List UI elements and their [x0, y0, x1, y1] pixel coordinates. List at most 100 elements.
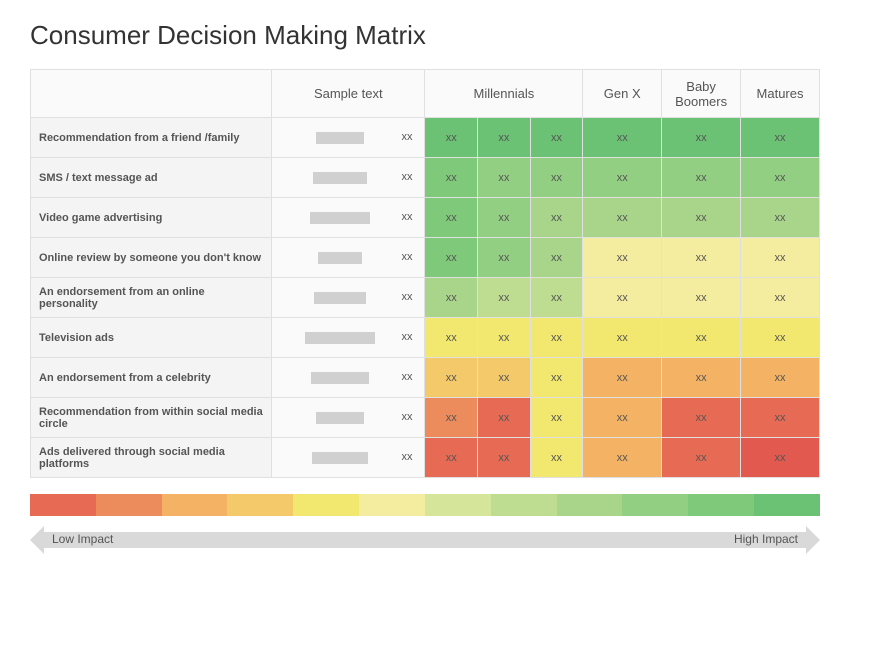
spectrum-bar	[30, 494, 820, 516]
sample-value: xx	[401, 331, 418, 343]
sample-bar	[311, 372, 369, 384]
table-row: An endorsement from a celebrityxxxxxxxxx…	[31, 358, 820, 398]
data-cell: xx	[425, 278, 478, 318]
data-cell: xx	[741, 318, 820, 358]
impact-axis: Low Impact High Impact	[30, 526, 820, 554]
header-blank	[31, 70, 272, 118]
data-cell: xx	[741, 398, 820, 438]
data-cell: xx	[662, 318, 741, 358]
data-cell: xx	[425, 238, 478, 278]
row-label: Television ads	[31, 318, 272, 358]
table-row: Television adsxxxxxxxxxxxxxx	[31, 318, 820, 358]
sample-cell: xx	[272, 158, 425, 198]
header-boomers: Baby Boomers	[662, 70, 741, 118]
data-cell: xx	[478, 398, 531, 438]
data-cell: xx	[662, 358, 741, 398]
sample-bar	[305, 332, 375, 344]
header-row: Sample text Millennials Gen X Baby Boome…	[31, 70, 820, 118]
data-cell: xx	[741, 238, 820, 278]
data-cell: xx	[530, 238, 583, 278]
data-cell: xx	[478, 318, 531, 358]
data-cell: xx	[478, 438, 531, 478]
data-cell: xx	[425, 358, 478, 398]
arrow-right-icon	[806, 526, 820, 554]
data-cell: xx	[530, 318, 583, 358]
sample-value: xx	[401, 251, 418, 263]
data-cell: xx	[583, 318, 662, 358]
spectrum-swatch	[688, 494, 754, 516]
row-label: An endorsement from a celebrity	[31, 358, 272, 398]
row-label: Recommendation from within social media …	[31, 398, 272, 438]
data-cell: xx	[662, 438, 741, 478]
sample-cell: xx	[272, 318, 425, 358]
data-cell: xx	[425, 118, 478, 158]
header-matures: Matures	[741, 70, 820, 118]
data-cell: xx	[478, 238, 531, 278]
sample-value: xx	[401, 451, 418, 463]
spectrum-swatch	[491, 494, 557, 516]
data-cell: xx	[583, 358, 662, 398]
data-cell: xx	[583, 438, 662, 478]
sample-bar	[312, 452, 368, 464]
table-row: An endorsement from an online personalit…	[31, 278, 820, 318]
sample-value: xx	[401, 371, 418, 383]
spectrum-swatch	[622, 494, 688, 516]
row-label: Recommendation from a friend /family	[31, 118, 272, 158]
data-cell: xx	[425, 318, 478, 358]
sample-cell: xx	[272, 358, 425, 398]
table-row: SMS / text message adxxxxxxxxxxxxxx	[31, 158, 820, 198]
sample-cell: xx	[272, 238, 425, 278]
sample-bar	[316, 132, 364, 144]
sample-bar	[310, 212, 370, 224]
sample-bar	[316, 412, 364, 424]
data-cell: xx	[478, 158, 531, 198]
data-cell: xx	[662, 238, 741, 278]
spectrum-swatch	[557, 494, 623, 516]
data-cell: xx	[741, 438, 820, 478]
spectrum-swatch	[754, 494, 820, 516]
data-cell: xx	[583, 398, 662, 438]
data-cell: xx	[662, 278, 741, 318]
sample-value: xx	[401, 171, 418, 183]
data-cell: xx	[662, 158, 741, 198]
data-cell: xx	[530, 198, 583, 238]
header-genx: Gen X	[583, 70, 662, 118]
row-label: Ads delivered through social media platf…	[31, 438, 272, 478]
spectrum-swatch	[162, 494, 228, 516]
data-cell: xx	[741, 118, 820, 158]
data-cell: xx	[583, 278, 662, 318]
sample-bar	[318, 252, 362, 264]
data-cell: xx	[741, 358, 820, 398]
spectrum-swatch	[96, 494, 162, 516]
spectrum-swatch	[293, 494, 359, 516]
row-label: An endorsement from an online personalit…	[31, 278, 272, 318]
data-cell: xx	[583, 238, 662, 278]
data-cell: xx	[741, 278, 820, 318]
data-cell: xx	[530, 278, 583, 318]
impact-high-label: High Impact	[734, 532, 798, 546]
table-row: Video game advertisingxxxxxxxxxxxxxx	[31, 198, 820, 238]
data-cell: xx	[425, 158, 478, 198]
spectrum-swatch	[359, 494, 425, 516]
decision-matrix: Sample text Millennials Gen X Baby Boome…	[30, 69, 820, 478]
data-cell: xx	[530, 118, 583, 158]
data-cell: xx	[530, 358, 583, 398]
data-cell: xx	[741, 198, 820, 238]
sample-cell: xx	[272, 438, 425, 478]
table-row: Recommendation from a friend /familyxxxx…	[31, 118, 820, 158]
header-millennials: Millennials	[425, 70, 583, 118]
table-row: Online review by someone you don't knowx…	[31, 238, 820, 278]
data-cell: xx	[530, 438, 583, 478]
data-cell: xx	[741, 158, 820, 198]
data-cell: xx	[425, 438, 478, 478]
sample-value: xx	[401, 411, 418, 423]
sample-value: xx	[401, 131, 418, 143]
data-cell: xx	[583, 198, 662, 238]
data-cell: xx	[425, 198, 478, 238]
sample-value: xx	[401, 291, 418, 303]
spectrum-swatch	[30, 494, 96, 516]
data-cell: xx	[662, 198, 741, 238]
data-cell: xx	[478, 118, 531, 158]
impact-low-label: Low Impact	[52, 532, 113, 546]
row-label: Video game advertising	[31, 198, 272, 238]
